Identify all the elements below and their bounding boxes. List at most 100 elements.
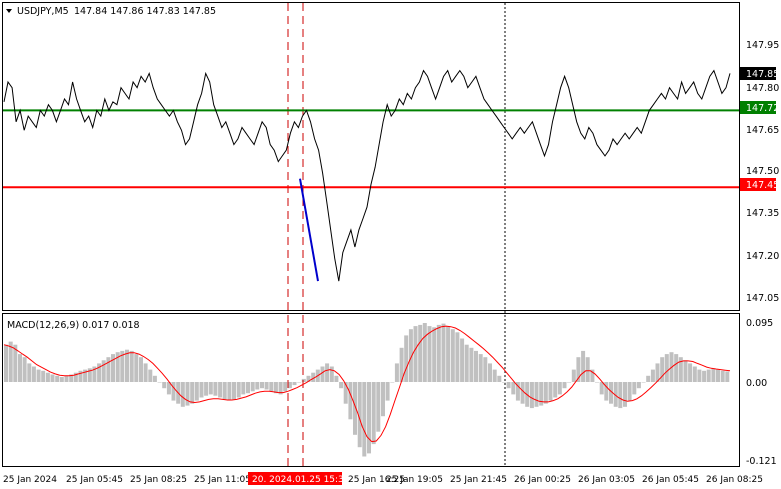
macd-bar: [650, 369, 655, 382]
macd-bar: [120, 350, 125, 382]
macd-bar: [529, 382, 534, 409]
macd-bar: [450, 329, 455, 382]
macd-bar: [306, 375, 311, 382]
macd-bar: [348, 382, 353, 420]
time-label: 26 Jan 05:45: [642, 475, 699, 485]
macd-bar: [609, 382, 613, 404]
macd-bar: [502, 382, 506, 383]
macd-bar: [515, 382, 520, 401]
macd-bar: [64, 375, 69, 382]
macd-bar: [311, 372, 316, 382]
macd-bar: [567, 382, 572, 383]
price-series: [3, 69, 731, 282]
price-tick: 147.50: [746, 166, 779, 177]
macd-bar: [148, 369, 153, 382]
macd-bar: [269, 382, 274, 392]
macd-bar: [711, 368, 716, 382]
macd-axis: 0.095 0.00 -0.121: [746, 318, 777, 467]
macd-bar: [362, 382, 367, 457]
macd-bar: [278, 382, 283, 395]
macd-bar: [543, 382, 548, 404]
macd-bar: [83, 369, 88, 382]
macd-bar: [641, 382, 646, 383]
ohlc-label: 147.84 147.86 147.83 147.85: [74, 6, 216, 17]
macd-bar: [557, 382, 562, 395]
macd-bar: [399, 347, 404, 382]
macd-bar: [69, 374, 74, 382]
macd-bar: [334, 375, 339, 382]
macd-bar: [674, 354, 679, 382]
macd-bar: [27, 363, 32, 382]
macd-bar: [92, 366, 97, 382]
price-panel-frame: [2, 2, 740, 311]
macd-bar: [134, 354, 139, 382]
macd-bar: [636, 382, 641, 389]
macd-bar: [599, 382, 604, 395]
macd-bar: [194, 382, 199, 401]
current-price-label: 147.85: [746, 69, 779, 80]
macd-bar: [381, 382, 385, 417]
macd-bar: [129, 350, 134, 382]
macd-signal-line: [3, 325, 731, 443]
macd-bar: [464, 344, 469, 382]
macd-bar: [683, 360, 688, 382]
time-label: 25 Jan 11:05: [194, 475, 251, 485]
macd-bar: [250, 382, 255, 392]
macd-bar: [623, 382, 627, 407]
macd-bar: [441, 323, 446, 382]
macd-bar: [571, 369, 576, 382]
dropdown-triangle-icon[interactable]: [6, 9, 12, 13]
time-label: 26 Jan 00:25: [514, 475, 571, 485]
macd-bar: [427, 326, 432, 382]
macd-bar: [390, 382, 395, 383]
macd-bar: [678, 357, 683, 382]
price-tick: 147.95: [746, 40, 779, 51]
price-tick: 147.35: [746, 208, 779, 219]
macd-bar: [590, 369, 595, 382]
macd-bar: [371, 382, 376, 445]
macd-bar: [185, 382, 190, 406]
macd-bar: [697, 369, 702, 382]
macd-bar: [478, 354, 483, 382]
macd-bar: [222, 382, 227, 400]
price-tick: 147.80: [746, 83, 779, 94]
macd-bar: [22, 357, 27, 382]
macd-bar: [213, 382, 218, 396]
macd-bar: [604, 382, 609, 401]
cursor-time-label: 20. 2024.01.25 15:35: [252, 475, 350, 485]
macd-bar: [534, 382, 539, 407]
current-price-badge: 147.85: [740, 67, 779, 80]
macd-bar: [162, 382, 167, 389]
macd-bar: [474, 350, 478, 382]
macd-bar: [562, 382, 567, 389]
macd-bar: [506, 382, 511, 389]
macd-bar: [520, 382, 525, 404]
macd-bar: [553, 382, 558, 398]
macd-bar: [246, 382, 250, 394]
macd-bar: [320, 366, 325, 382]
time-label: 25 Jan 08:25: [130, 475, 187, 485]
macd-tick: -0.121: [746, 456, 777, 467]
macd-bar: [404, 335, 409, 382]
macd-bar: [548, 382, 553, 401]
macd-bar: [329, 366, 334, 382]
price-axis: 147.95 147.80 147.65 147.50 147.35 147.2…: [746, 40, 779, 304]
macd-bar: [357, 382, 362, 448]
macd-label: MACD(12,26,9) 0.017 0.018: [7, 320, 140, 331]
macd-bar: [218, 382, 223, 398]
macd-bar: [488, 363, 492, 382]
macd-bar: [101, 360, 106, 382]
macd-bar: [632, 382, 637, 395]
macd-bar: [613, 382, 618, 407]
red-level-label: 147.45: [746, 180, 779, 191]
macd-bar: [418, 324, 423, 382]
macd-bar: [716, 369, 720, 382]
macd-bar: [260, 382, 264, 389]
macd-bar: [618, 382, 623, 409]
macd-bar: [339, 382, 344, 389]
macd-bar: [87, 368, 92, 382]
macd-bar: [455, 332, 460, 382]
macd-bar: [264, 382, 269, 390]
macd-bar: [180, 382, 185, 407]
macd-bar: [688, 363, 693, 382]
